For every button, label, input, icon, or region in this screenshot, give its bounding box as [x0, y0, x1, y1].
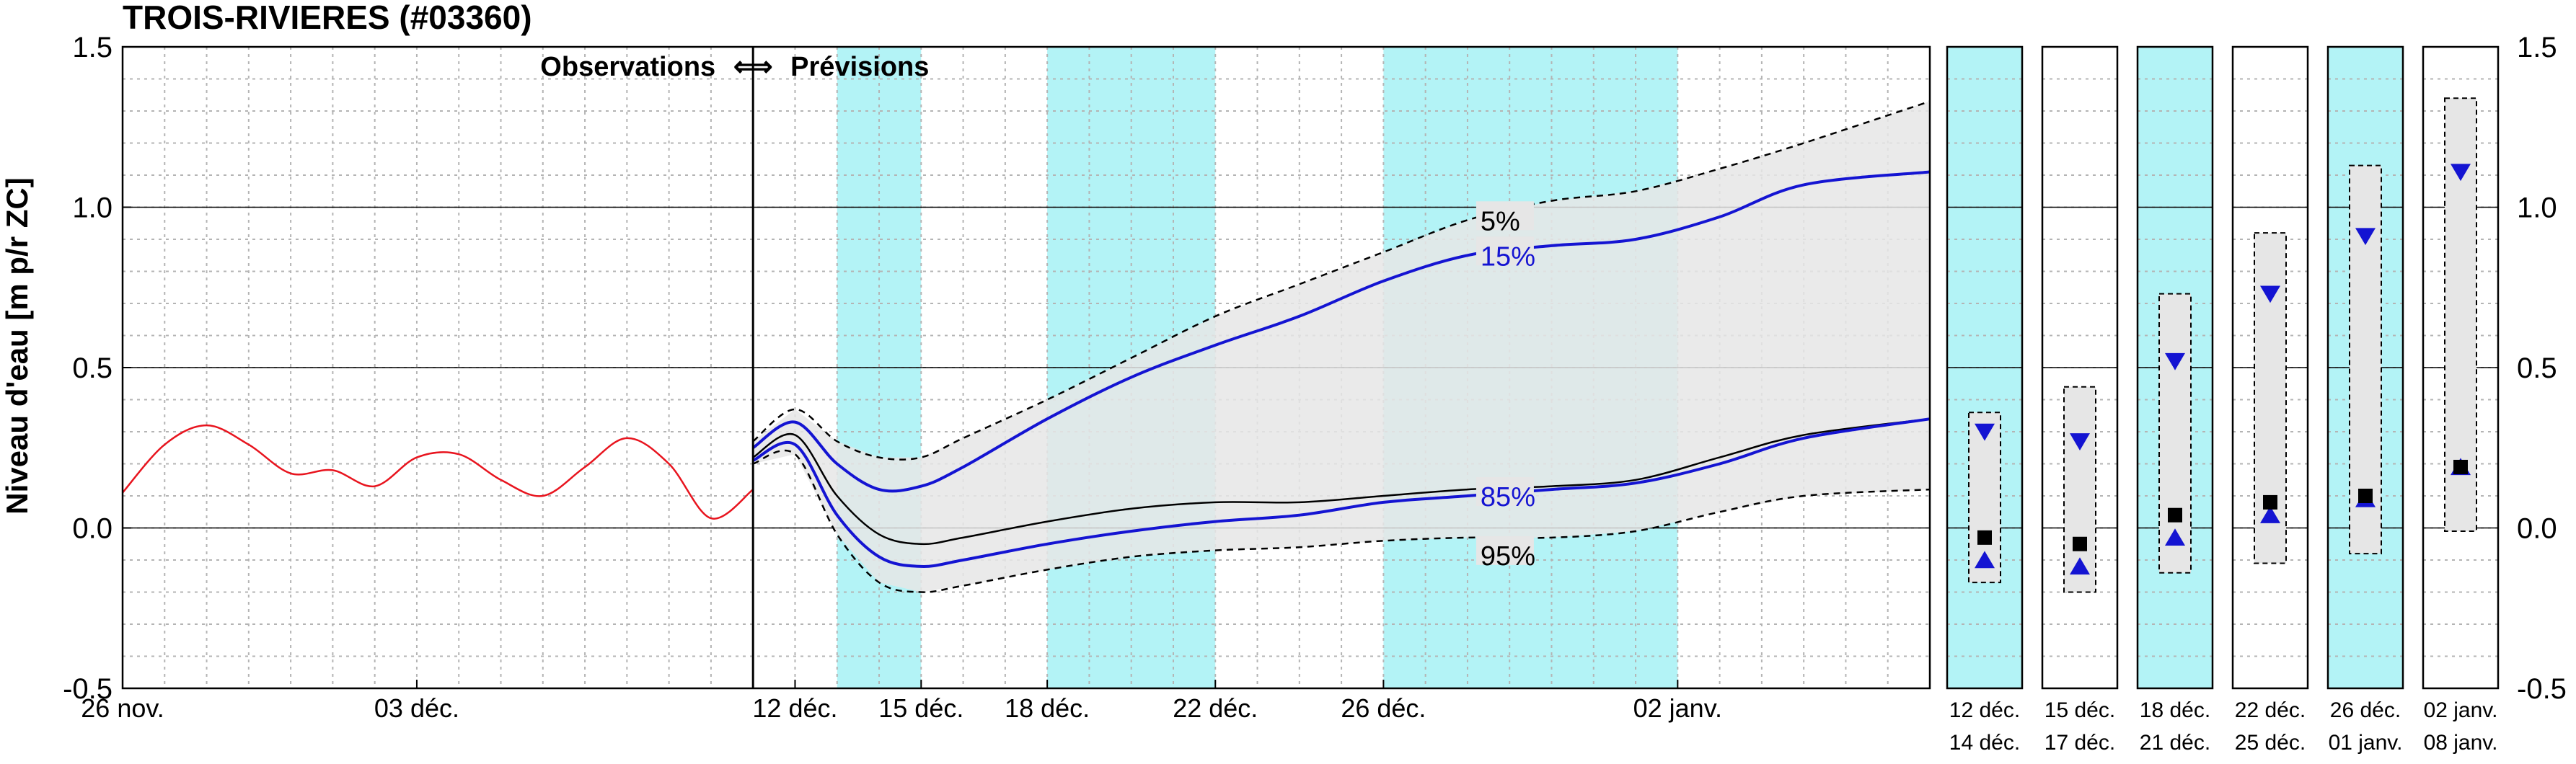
y-tick-label: -0.5	[63, 673, 113, 705]
label-15pct: 15%	[1481, 241, 1535, 272]
panel-marker-15pct	[2165, 352, 2185, 370]
panel-end-label: 21 déc.	[2140, 731, 2210, 755]
observed-line	[122, 424, 754, 520]
label-95pct: 95%	[1481, 541, 1535, 572]
panel-frame	[1946, 45, 2024, 690]
annotation-previsions: Prévisions	[790, 52, 929, 82]
panel-marker-median	[2263, 494, 2277, 510]
y-tick-label-right: 0.5	[2517, 352, 2557, 384]
panel-start-label: 18 déc.	[2140, 698, 2210, 722]
period-panels: 12 déc. 14 déc. 15 déc. 17 déc. 18 déc. 21 dé…	[1946, 32, 2567, 755]
panel-marker-85pct	[2070, 557, 2090, 575]
percentile-15-line	[752, 170, 1931, 493]
x-tick-label: 03 déc.	[374, 693, 459, 723]
panel-marker-15pct	[2070, 433, 2090, 450]
panel-marker-85pct	[2260, 506, 2280, 523]
y-tick-label: 0.5	[72, 352, 113, 384]
panel-marker-median	[2453, 459, 2468, 474]
panel-range-box	[2158, 293, 2192, 574]
panel-frame	[2231, 45, 2309, 690]
panel-start-label: 22 déc.	[2235, 698, 2306, 722]
forecast-envelope	[753, 101, 1930, 592]
panel-start-label: 02 janv.	[2424, 698, 2498, 722]
panel-marker-85pct	[1975, 551, 1995, 569]
y-axis-label: Niveau d'eau [m p/r ZC]	[0, 177, 34, 514]
panel-marker-15pct	[2260, 285, 2280, 303]
panel-frame	[2326, 45, 2404, 690]
panel-marker-median	[2168, 507, 2182, 523]
x-tick-label: 02 janv.	[1633, 693, 1722, 723]
y-tick-label-right: 0.0	[2517, 513, 2557, 545]
panel-marker-15pct	[2451, 164, 2471, 182]
chart-title: TROIS-RIVIERES (#03360)	[123, 0, 532, 36]
label-bg	[1476, 477, 1534, 506]
main-plot-area: 5% 15% 85% 95% Observations ⟺ Prévisions -0.5 0.…	[63, 32, 1931, 723]
x-tick-label: 26 déc.	[1341, 693, 1426, 723]
y-tick-label-right: 1.0	[2517, 192, 2557, 224]
x-tick-label: 18 déc.	[1005, 693, 1090, 723]
annotation-arrow: ⟺	[733, 52, 772, 82]
x-tick-label: 12 déc.	[752, 693, 837, 723]
panel-marker-median	[1977, 530, 1992, 545]
panel-start-label: 26 déc.	[2330, 698, 2401, 722]
label-bg	[1476, 201, 1534, 231]
label-5pct: 5%	[1481, 206, 1520, 236]
percentile-95-line	[752, 449, 1931, 593]
median-line	[752, 417, 1931, 546]
panel-end-label: 14 déc.	[1949, 731, 2020, 755]
panel-frame	[2136, 45, 2214, 690]
panel-frame	[2422, 45, 2500, 690]
panel-end-label: 01 janv.	[2329, 731, 2403, 755]
label-bg	[1476, 236, 1534, 266]
label-bg	[1476, 536, 1534, 565]
panel-end-label: 08 janv.	[2424, 731, 2498, 755]
panel-end-label: 25 déc.	[2235, 731, 2306, 755]
x-tick-label: 26 nov.	[81, 693, 164, 723]
panel-marker-15pct	[2355, 228, 2376, 246]
y-tick-label: 1.0	[72, 192, 113, 224]
panel-start-label: 15 déc.	[2045, 698, 2115, 722]
y-tick-label-right: 1.5	[2517, 32, 2557, 63]
panel-marker-15pct	[1975, 423, 1995, 441]
panel-marker-median	[2358, 489, 2373, 503]
panel-marker-median	[2073, 536, 2087, 551]
y-tick-label: 1.5	[72, 32, 113, 63]
y-tick-label-right: -0.5	[2517, 673, 2567, 705]
y-tick-label: 0.0	[72, 513, 113, 545]
panel-frame	[2041, 45, 2119, 690]
label-85pct: 85%	[1481, 482, 1535, 512]
panel-end-label: 17 déc.	[2045, 731, 2115, 755]
annotation-observations: Observations	[540, 52, 715, 82]
x-tick-label: 15 déc.	[878, 693, 963, 723]
percentile-85-line	[752, 417, 1931, 568]
panel-marker-85pct	[2165, 528, 2185, 546]
panel-start-label: 12 déc.	[1949, 698, 2020, 722]
x-tick-label: 22 déc.	[1173, 693, 1258, 723]
